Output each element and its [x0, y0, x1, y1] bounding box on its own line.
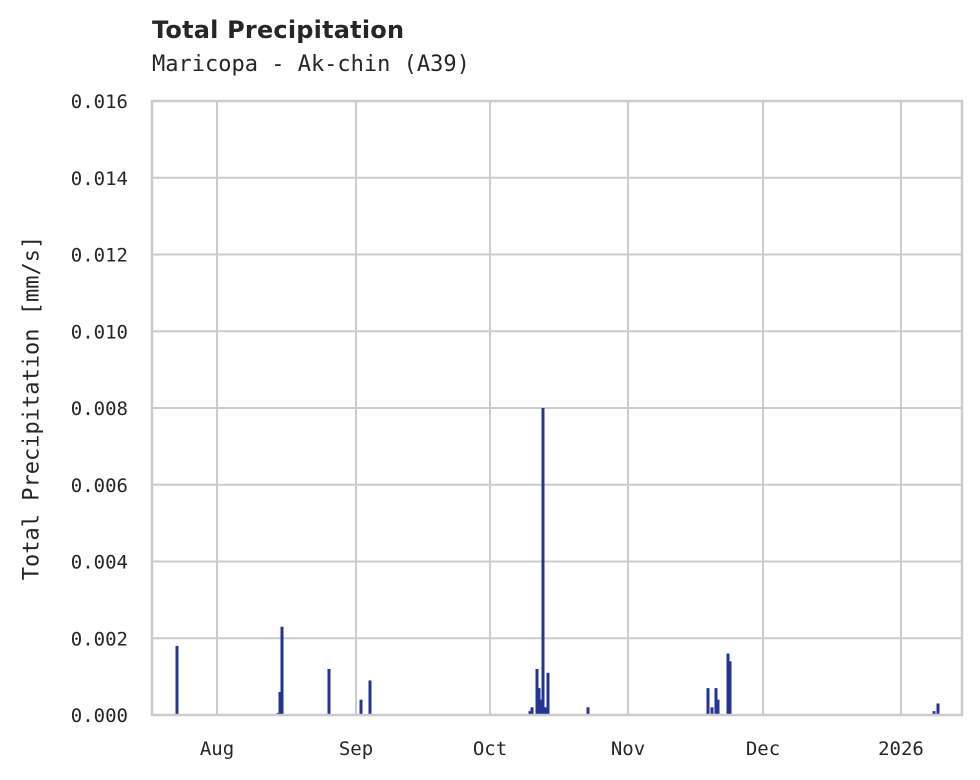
precipitation-bar: [726, 653, 730, 715]
precipitation-bar: [535, 668, 539, 715]
precipitation-bar: [714, 688, 718, 715]
x-tick-label: 2026: [878, 738, 924, 760]
precipitation-bar: [280, 626, 284, 715]
x-axis-ticks: Aug Sep Oct Nov Dec 2026: [200, 738, 924, 760]
plot-frame: [150, 99, 964, 717]
precipitation-bar: [710, 707, 714, 715]
precipitation-bar: [706, 688, 710, 715]
y-tick-label: 0.016: [71, 91, 128, 113]
precipitation-bar: [546, 672, 550, 715]
precipitation-bar: [541, 408, 545, 715]
precipitation-bar: [359, 699, 363, 715]
y-tick-label: 0.000: [71, 705, 128, 727]
precipitation-bar: [716, 699, 720, 715]
y-tick-label: 0.012: [71, 245, 128, 267]
grid-lines: [152, 100, 962, 716]
precipitation-bar: [368, 680, 372, 715]
precipitation-bar: [586, 707, 590, 715]
precipitation-bar: [528, 711, 532, 715]
x-tick-label: Dec: [746, 738, 780, 760]
precipitation-bar: [936, 703, 940, 715]
precipitation-bars: [175, 408, 940, 715]
precipitation-bar: [932, 711, 936, 715]
x-tick-label: Nov: [611, 738, 645, 760]
precipitation-bar: [175, 645, 179, 715]
precipitation-bar: [728, 661, 732, 715]
x-tick-label: Sep: [339, 738, 373, 760]
precipitation-bar: [327, 668, 331, 715]
chart-title: Total Precipitation: [152, 16, 405, 44]
chart-subtitle: Maricopa - Ak-chin (A39): [152, 52, 470, 77]
y-tick-label: 0.014: [71, 168, 128, 190]
precipitation-bar: [537, 688, 541, 715]
y-tick-label: 0.008: [71, 398, 128, 420]
precipitation-bar: [278, 691, 282, 715]
y-tick-label: 0.010: [71, 321, 128, 343]
precipitation-bar: [539, 699, 543, 715]
y-tick-label: 0.006: [71, 475, 128, 497]
x-tick-label: Oct: [473, 738, 507, 760]
y-axis-ticks: 0.000 0.002 0.004 0.006 0.008 0.010 0.012 0.014…: [71, 91, 128, 727]
precipitation-bar: [530, 707, 534, 715]
precipitation-bar: [543, 707, 547, 715]
x-tick-label: Aug: [200, 738, 234, 760]
y-tick-label: 0.002: [71, 628, 128, 650]
y-tick-label: 0.004: [71, 552, 128, 574]
